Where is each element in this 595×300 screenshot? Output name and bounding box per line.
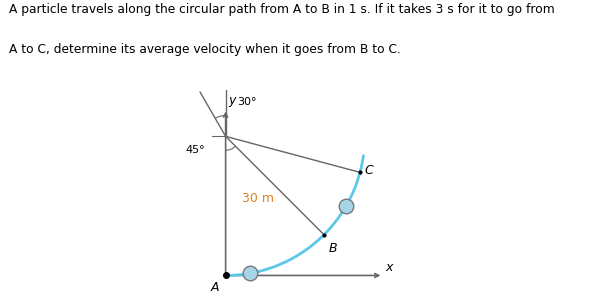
Text: 30°: 30° (237, 97, 256, 106)
Text: x: x (386, 261, 393, 274)
Text: A: A (210, 281, 219, 294)
Text: A to C, determine its average velocity when it goes from B to C.: A to C, determine its average velocity w… (9, 44, 401, 56)
Text: A particle travels along the circular path from A to B in 1 s. If it takes 3 s f: A particle travels along the circular pa… (9, 3, 555, 16)
Point (342, 203, 351, 208)
Text: C: C (365, 164, 374, 178)
Text: 45°: 45° (185, 145, 205, 155)
Text: 30 m: 30 m (242, 193, 274, 206)
Point (245, 271, 255, 276)
Text: B: B (328, 242, 337, 255)
Text: y: y (228, 94, 236, 107)
